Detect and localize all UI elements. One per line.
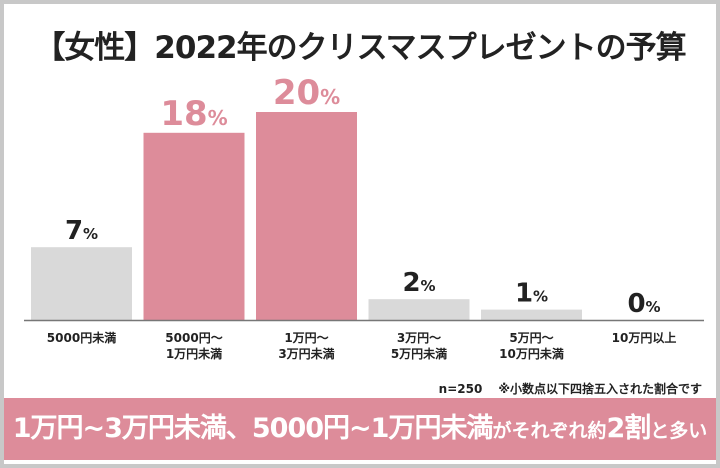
data-label: 2% [402,268,435,298]
data-label: 18% [160,94,227,134]
banner-text-1: 1万円~3万円未満、5000円~1万円未満 [12,413,494,444]
x-tick-label: 1万円未満 [166,346,222,361]
x-tick-label: 5000円未満 [47,330,116,345]
x-tick-label: 5万円未満 [391,346,447,361]
bar [481,309,582,320]
bar [31,247,132,320]
chart-frame: 【女性】2022年のクリスマスプレゼントの予算 7% 5000円未満 18% 5000… [4,4,716,464]
x-tick-label: 10万円以上 [612,330,677,345]
summary-banner: 1万円~3万円未満、5000円~1万円未満がそれぞれ約2割と多い [4,398,716,460]
x-tick-label: 1万円〜 [284,331,328,345]
sample-size: n=250 [438,382,483,396]
banner-text-4: と多い [650,420,708,442]
bar [256,112,357,320]
banner-text-3: 2割 [606,413,651,444]
x-tick-label: 5000円〜 [165,331,222,345]
chart-title: 【女性】2022年のクリスマスプレゼントの予算 [34,30,686,66]
bar [143,132,245,320]
x-tick-label: 5万円〜 [509,331,553,345]
data-label: 7% [65,216,98,246]
bar-chart: 7% 5000円未満 18% 5000円〜1万円未満 20% 1万円〜3万円未満 2% 3万円… [24,73,704,361]
data-label: 1% [515,279,548,309]
footnote: n=250 ※小数点以下四捨五入された割合です [423,380,702,397]
x-tick-label: 3万円〜 [397,331,441,345]
rounding-note: ※小数点以下四捨五入された割合です [498,382,702,396]
bar [368,299,470,320]
banner-text-2: がそれぞれ約 [492,420,607,442]
data-label: 0% [627,289,660,319]
data-label: 20% [273,73,340,113]
x-tick-label: 10万円未満 [499,346,564,361]
x-tick-label: 3万円未満 [278,346,334,361]
